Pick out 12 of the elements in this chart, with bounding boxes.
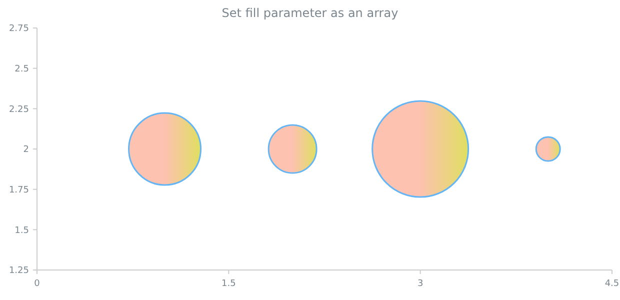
x-tick-label: 3 [417, 279, 424, 289]
y-tick-label: 1.5 [14, 226, 29, 236]
x-tick-label: 4.5 [604, 279, 620, 289]
y-tick-label: 1.25 [8, 266, 29, 276]
x-tick-label: 1.5 [222, 279, 236, 289]
y-tick-label: 1.75 [8, 185, 29, 196]
y-tick-label: 2 [23, 145, 29, 156]
y-tick-label: 2.5 [14, 64, 29, 74]
x-tick-label: 0 [34, 279, 40, 289]
y-tick-label: 2.25 [8, 104, 29, 115]
y-tick-label: 2.75 [8, 24, 29, 34]
chart-title: Set fill parameter as an array [222, 6, 398, 20]
